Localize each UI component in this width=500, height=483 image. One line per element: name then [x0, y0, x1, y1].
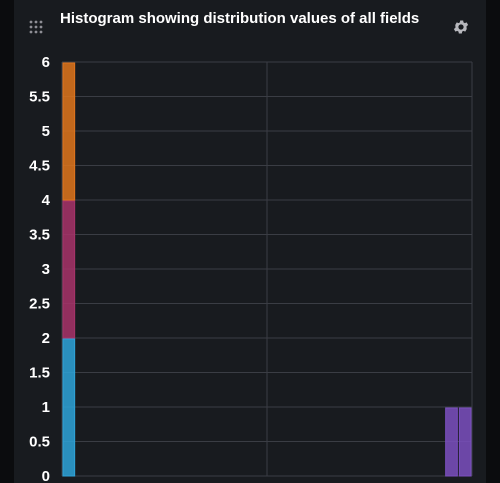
y-tick-label: 2 — [42, 330, 50, 347]
panel-header: Histogram showing distribution values of… — [14, 0, 486, 52]
y-tick-label: 6 — [42, 54, 50, 71]
y-tick-label: 5.5 — [29, 89, 50, 106]
chart-bars — [62, 62, 472, 477]
histogram-bar-segment[interactable] — [445, 407, 458, 477]
chart-grid — [61, 61, 473, 477]
y-tick-label: 2.5 — [29, 296, 50, 313]
y-tick-label: 0.5 — [29, 434, 50, 451]
histogram-panel: Histogram showing distribution values of… — [14, 0, 486, 483]
y-tick-label: 3.5 — [29, 227, 50, 244]
y-tick-label: 4.5 — [29, 158, 50, 175]
y-tick-label: 4 — [42, 192, 51, 209]
histogram-bar-segment[interactable] — [62, 62, 76, 201]
y-tick-label: 5 — [42, 123, 50, 140]
y-tick-label: 0 — [42, 468, 50, 483]
gear-icon[interactable] — [452, 18, 470, 36]
histogram-bar-segment[interactable] — [62, 338, 76, 477]
histogram-bar-segment[interactable] — [62, 200, 76, 339]
y-tick-label: 1.5 — [29, 365, 50, 382]
grip-dots-icon[interactable] — [28, 19, 44, 35]
histogram-bar-segment[interactable] — [458, 407, 472, 477]
y-tick-label: 1 — [42, 399, 50, 416]
panel-title: Histogram showing distribution values of… — [60, 10, 420, 27]
y-tick-label: 3 — [42, 261, 50, 278]
y-axis-ticks: 0 0.5 1 1.5 2 2.5 3 3.5 4 4.5 5 5.5 6 — [29, 54, 51, 483]
